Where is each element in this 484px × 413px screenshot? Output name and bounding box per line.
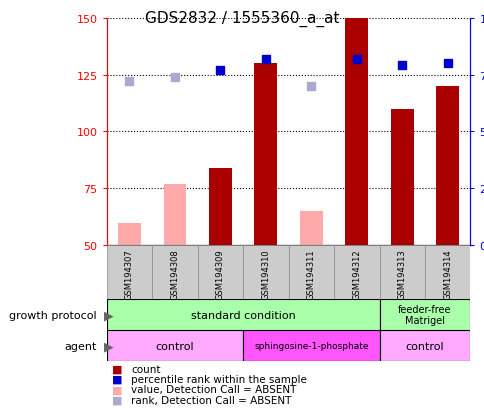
Point bbox=[216, 67, 224, 74]
Text: GSM194310: GSM194310 bbox=[261, 248, 270, 299]
Point bbox=[125, 79, 133, 85]
Text: growth protocol: growth protocol bbox=[9, 310, 97, 320]
FancyBboxPatch shape bbox=[378, 246, 424, 299]
Text: GSM194314: GSM194314 bbox=[442, 248, 451, 299]
Bar bbox=[436, 87, 458, 246]
FancyBboxPatch shape bbox=[242, 330, 378, 361]
FancyBboxPatch shape bbox=[106, 330, 242, 361]
Text: rank, Detection Call = ABSENT: rank, Detection Call = ABSENT bbox=[131, 395, 291, 405]
Point bbox=[171, 74, 179, 81]
Point bbox=[443, 61, 451, 67]
FancyBboxPatch shape bbox=[106, 299, 378, 330]
Text: GSM194311: GSM194311 bbox=[306, 248, 315, 299]
Point bbox=[261, 56, 269, 63]
Bar bbox=[209, 169, 231, 246]
Text: GSM194312: GSM194312 bbox=[351, 248, 361, 299]
Text: control: control bbox=[405, 341, 443, 351]
Text: feeder-free
Matrigel: feeder-free Matrigel bbox=[397, 304, 451, 326]
Text: GSM194307: GSM194307 bbox=[125, 248, 134, 299]
Text: percentile rank within the sample: percentile rank within the sample bbox=[131, 374, 306, 384]
FancyBboxPatch shape bbox=[288, 246, 333, 299]
Text: ■: ■ bbox=[111, 374, 122, 384]
Bar bbox=[299, 211, 322, 246]
Bar bbox=[390, 109, 413, 246]
Text: agent: agent bbox=[64, 341, 97, 351]
FancyBboxPatch shape bbox=[378, 330, 469, 361]
Bar bbox=[345, 19, 367, 246]
Text: GSM194309: GSM194309 bbox=[215, 248, 225, 299]
Text: GDS2832 / 1555360_a_at: GDS2832 / 1555360_a_at bbox=[145, 10, 339, 26]
FancyBboxPatch shape bbox=[152, 246, 197, 299]
FancyBboxPatch shape bbox=[424, 246, 469, 299]
Point bbox=[307, 83, 315, 90]
Text: GSM194308: GSM194308 bbox=[170, 248, 179, 299]
Text: ■: ■ bbox=[111, 395, 122, 405]
Bar bbox=[163, 184, 186, 246]
Bar bbox=[254, 64, 277, 246]
Text: ■: ■ bbox=[111, 385, 122, 394]
Text: ▶: ▶ bbox=[104, 309, 114, 321]
Text: GSM194313: GSM194313 bbox=[397, 248, 406, 299]
Text: ▶: ▶ bbox=[104, 339, 114, 352]
FancyBboxPatch shape bbox=[333, 246, 378, 299]
Text: sphingosine-1-phosphate: sphingosine-1-phosphate bbox=[254, 342, 368, 350]
Text: count: count bbox=[131, 364, 160, 374]
Text: ■: ■ bbox=[111, 364, 122, 374]
FancyBboxPatch shape bbox=[378, 299, 469, 330]
FancyBboxPatch shape bbox=[242, 246, 288, 299]
FancyBboxPatch shape bbox=[197, 246, 242, 299]
Bar bbox=[118, 223, 140, 246]
Text: control: control bbox=[155, 341, 194, 351]
Text: standard condition: standard condition bbox=[190, 310, 295, 320]
Point bbox=[352, 56, 360, 63]
FancyBboxPatch shape bbox=[106, 246, 152, 299]
Text: value, Detection Call = ABSENT: value, Detection Call = ABSENT bbox=[131, 385, 296, 394]
Point bbox=[397, 63, 405, 70]
